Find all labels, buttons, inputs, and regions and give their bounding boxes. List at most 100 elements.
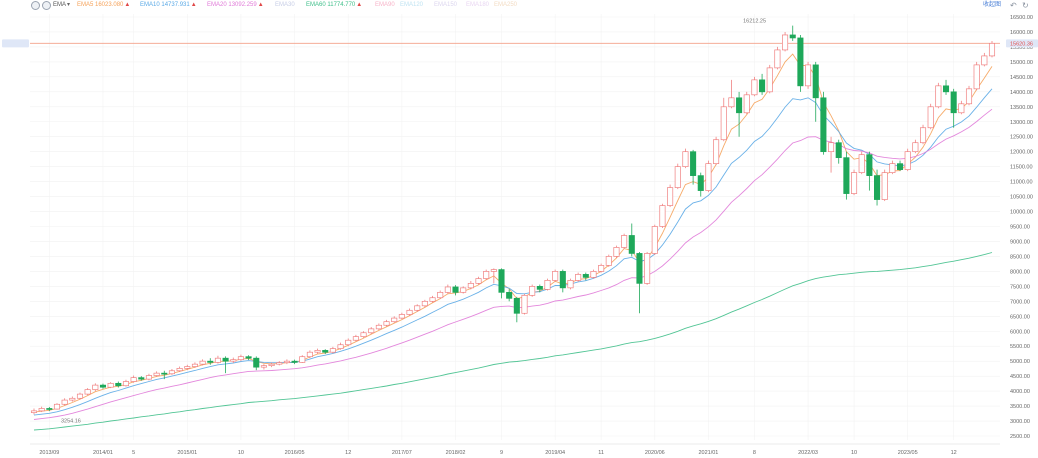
candle[interactable]: [368, 328, 375, 334]
candle[interactable]: [544, 280, 551, 290]
candle[interactable]: [191, 363, 198, 367]
candle[interactable]: [360, 332, 367, 337]
candle[interactable]: [851, 172, 858, 194]
legend-ema120[interactable]: EMA120: [400, 1, 423, 10]
candle[interactable]: [575, 274, 582, 281]
candle[interactable]: [299, 356, 306, 363]
candle[interactable]: [881, 172, 888, 200]
candle[interactable]: [53, 403, 61, 410]
candle[interactable]: [483, 271, 490, 279]
refresh-icon[interactable]: ↻: [1022, 1, 1029, 10]
candle[interactable]: [529, 286, 536, 296]
candle[interactable]: [437, 291, 444, 299]
candle[interactable]: [467, 283, 474, 289]
candle[interactable]: [168, 370, 175, 375]
candle[interactable]: [674, 166, 681, 188]
candle[interactable]: [628, 235, 635, 254]
candle[interactable]: [352, 336, 359, 341]
candle[interactable]: [429, 297, 436, 302]
candle[interactable]: [184, 366, 191, 369]
legend-ema10[interactable]: EMA10 14737.931▲: [140, 1, 197, 10]
candle[interactable]: [981, 55, 988, 66]
indicator-dropdown-icon[interactable]: ▾: [67, 2, 71, 8]
legend-ema30[interactable]: EMA30: [275, 1, 295, 10]
candle[interactable]: [414, 305, 421, 311]
candle[interactable]: [421, 300, 428, 307]
candle[interactable]: [199, 360, 206, 365]
candle[interactable]: [383, 321, 390, 326]
candle[interactable]: [644, 253, 651, 284]
candle[interactable]: [858, 154, 865, 173]
legend-ema250[interactable]: EMA250: [494, 1, 517, 10]
candle[interactable]: [736, 97, 743, 114]
candle[interactable]: [513, 297, 520, 314]
candle[interactable]: [521, 294, 528, 314]
candle[interactable]: [605, 256, 612, 266]
candle[interactable]: [460, 287, 467, 293]
candle[interactable]: [713, 139, 720, 164]
candle[interactable]: [805, 64, 812, 87]
legend-ema20[interactable]: EMA20 13092.259▲: [207, 1, 264, 10]
candle[interactable]: [38, 408, 45, 412]
candle[interactable]: [84, 389, 91, 395]
settings-circle-icon[interactable]: [31, 1, 40, 10]
candle[interactable]: [820, 97, 827, 153]
candle[interactable]: [828, 142, 835, 153]
candle[interactable]: [237, 356, 244, 361]
candle[interactable]: [782, 34, 789, 51]
candle[interactable]: [314, 350, 321, 353]
candle[interactable]: [161, 372, 168, 375]
candle[interactable]: [214, 357, 221, 363]
legend-ema150[interactable]: EMA150: [434, 1, 457, 10]
candle[interactable]: [306, 351, 313, 358]
candle[interactable]: [690, 151, 697, 176]
candle[interactable]: [322, 350, 329, 353]
candle[interactable]: [245, 356, 252, 359]
legend-ema90[interactable]: EMA90: [375, 1, 395, 10]
candle[interactable]: [30, 410, 38, 414]
candle[interactable]: [452, 286, 459, 293]
candle[interactable]: [705, 163, 712, 191]
candle[interactable]: [697, 175, 704, 191]
candle[interactable]: [552, 271, 559, 281]
undo-icon[interactable]: ↶: [1010, 1, 1017, 10]
candle[interactable]: [621, 235, 628, 248]
candle[interactable]: [759, 79, 766, 93]
candle[interactable]: [283, 360, 290, 364]
candle[interactable]: [76, 393, 84, 399]
candle[interactable]: [506, 291, 513, 299]
candle[interactable]: [490, 269, 497, 272]
candle[interactable]: [115, 382, 122, 387]
candle[interactable]: [345, 339, 352, 346]
candle[interactable]: [942, 85, 950, 93]
candle[interactable]: [636, 253, 643, 284]
candle[interactable]: [375, 324, 382, 330]
candle[interactable]: [222, 357, 229, 362]
candle[interactable]: [61, 399, 68, 405]
candle[interactable]: [145, 375, 152, 380]
candle[interactable]: [912, 142, 919, 153]
candle[interactable]: [337, 344, 344, 349]
candle[interactable]: [927, 106, 934, 129]
candle[interactable]: [230, 359, 237, 362]
candle[interactable]: [276, 362, 283, 365]
candle[interactable]: [866, 154, 873, 176]
candle[interactable]: [475, 278, 482, 284]
candle[interactable]: [766, 67, 773, 93]
candle[interactable]: [950, 91, 957, 114]
candle[interactable]: [904, 151, 911, 170]
candle[interactable]: [122, 381, 130, 387]
candle[interactable]: [728, 97, 735, 108]
candle[interactable]: [444, 286, 451, 293]
candle[interactable]: [138, 377, 145, 380]
candle[interactable]: [582, 274, 589, 278]
candle[interactable]: [153, 372, 160, 376]
candle[interactable]: [988, 42, 996, 57]
candle[interactable]: [751, 79, 758, 96]
candle[interactable]: [874, 175, 881, 200]
candle[interactable]: [559, 271, 566, 289]
candle[interactable]: [598, 265, 605, 272]
legend-ema180[interactable]: EMA180: [466, 1, 489, 10]
candle[interactable]: [720, 106, 727, 141]
